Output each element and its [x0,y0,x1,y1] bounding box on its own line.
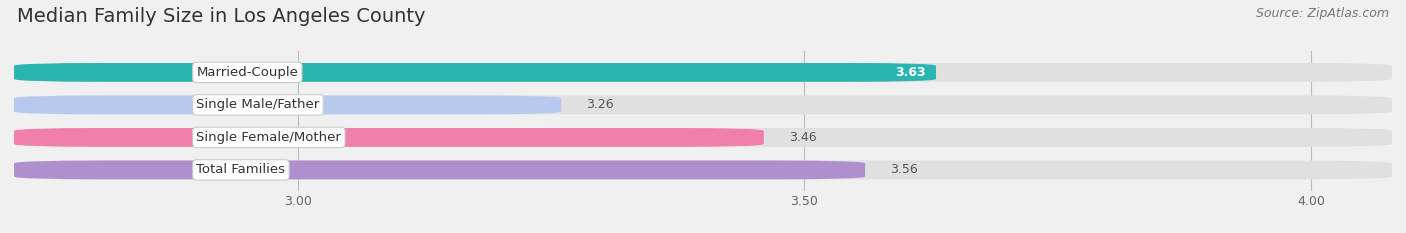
Text: Single Female/Mother: Single Female/Mother [197,131,342,144]
FancyBboxPatch shape [14,63,1392,82]
Text: Single Male/Father: Single Male/Father [197,98,319,111]
Text: Source: ZipAtlas.com: Source: ZipAtlas.com [1256,7,1389,20]
FancyBboxPatch shape [14,128,763,147]
FancyBboxPatch shape [14,161,1392,179]
Text: 3.26: 3.26 [586,98,614,111]
Text: 3.56: 3.56 [890,163,918,176]
FancyBboxPatch shape [14,63,936,82]
FancyBboxPatch shape [14,96,561,114]
FancyBboxPatch shape [14,161,865,179]
FancyBboxPatch shape [14,96,1392,114]
FancyBboxPatch shape [14,128,1392,147]
Text: Married-Couple: Married-Couple [197,66,298,79]
Text: 3.46: 3.46 [789,131,817,144]
Text: 3.63: 3.63 [896,66,927,79]
Text: Total Families: Total Families [197,163,285,176]
Text: Median Family Size in Los Angeles County: Median Family Size in Los Angeles County [17,7,426,26]
